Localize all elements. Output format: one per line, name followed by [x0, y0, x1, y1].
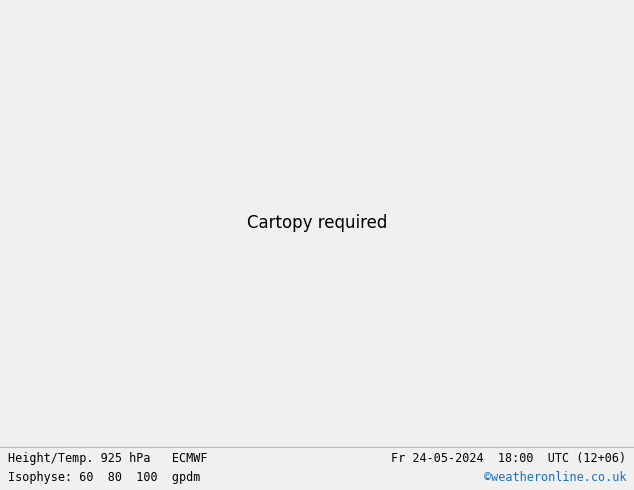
Text: Height/Temp. 925 hPa   ECMWF: Height/Temp. 925 hPa ECMWF [8, 452, 207, 465]
Text: Fr 24-05-2024  18:00  UTC (12+06): Fr 24-05-2024 18:00 UTC (12+06) [391, 452, 626, 465]
Text: Cartopy required: Cartopy required [247, 214, 387, 232]
Text: Isophyse: 60  80  100  gpdm: Isophyse: 60 80 100 gpdm [8, 471, 200, 484]
Text: ©weatheronline.co.uk: ©weatheronline.co.uk [484, 471, 626, 484]
